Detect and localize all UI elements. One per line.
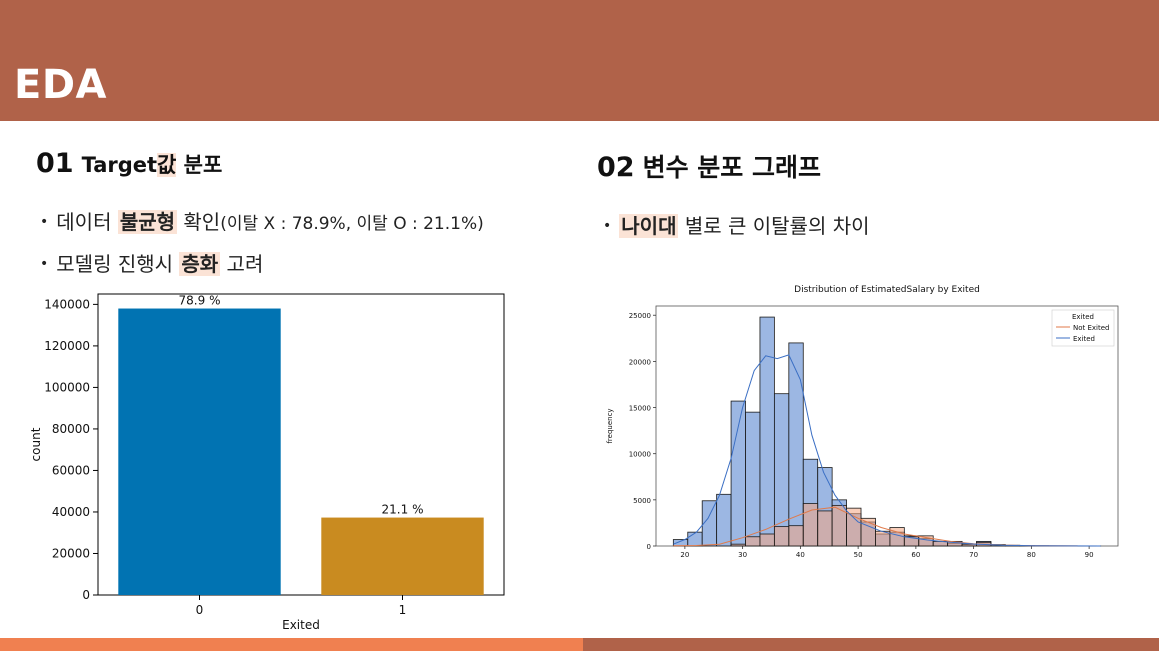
y-tick-label: 60000: [52, 463, 90, 477]
right-heading-number: 02: [597, 152, 635, 183]
hist-bar-exited: [730, 400, 746, 547]
hist-bar-not-exited: [773, 526, 790, 547]
bullet-text-post: 고려: [220, 252, 264, 276]
x-tick-label: 40: [796, 551, 805, 559]
y-tick-label: 0: [647, 543, 651, 551]
legend-box: [1051, 309, 1115, 347]
hist-bar-not-exited: [788, 525, 804, 547]
data-label: 78.9 %: [179, 294, 221, 308]
bullet-stratify: • 모델링 진행시 층화 고려: [40, 248, 263, 277]
y-axis-label: frequency: [606, 408, 614, 443]
hist-bar-not-exited: [759, 533, 775, 547]
legend-title: Exited: [1072, 313, 1094, 321]
left-heading-target: Target: [81, 153, 158, 177]
bullet-paren: (이탈 X : 78.9%, 이탈 O : 21.1%): [220, 214, 484, 234]
hist-bar-exited: [716, 493, 732, 547]
hist-bar-exited: [788, 342, 804, 547]
hist-bar-not-exited: [745, 536, 761, 547]
bullet-dot-icon: •: [40, 214, 49, 230]
y-tick-label: 100000: [44, 380, 90, 394]
footer-band-right: [583, 638, 1159, 651]
x-tick-label: 90: [1085, 551, 1094, 559]
x-tick-label: 1: [399, 603, 407, 617]
y-tick-label: 20000: [629, 358, 651, 366]
header-band: [0, 0, 1159, 121]
x-tick-label: 80: [1027, 551, 1036, 559]
bullet-highlight: 불균형: [117, 210, 178, 234]
x-tick-label: 70: [969, 551, 978, 559]
slide-title: EDA: [14, 62, 107, 108]
left-heading-highlight: 값: [157, 153, 177, 177]
y-tick-label: 5000: [633, 497, 651, 505]
bullet-imbalance: • 데이터 불균형 확인(이탈 X : 78.9%, 이탈 O : 21.1%): [40, 206, 484, 235]
legend-label: Exited: [1073, 335, 1095, 343]
bullet-text-pre: 모델링 진행시: [56, 252, 180, 276]
x-tick-label: 20: [680, 551, 689, 559]
bullet-highlight: 층화: [179, 252, 221, 276]
y-tick-label: 20000: [52, 546, 90, 560]
hist-bar-exited: [759, 316, 775, 547]
bar-1: [321, 517, 484, 595]
left-heading-rest: 분포: [176, 153, 223, 177]
bullet-dot-icon: •: [40, 256, 49, 272]
y-axis-label: count: [29, 427, 43, 461]
y-tick-label: 140000: [44, 297, 90, 311]
legend-label: Not Exited: [1073, 324, 1110, 332]
y-tick-label: 120000: [44, 339, 90, 353]
y-tick-label: 25000: [629, 312, 651, 320]
bullet-text-pre: 데이터: [56, 210, 118, 234]
hist-bar-not-exited: [875, 530, 891, 547]
hist-bar-exited: [672, 539, 689, 547]
hist-bar-exited: [745, 411, 761, 547]
data-label: 21.1 %: [382, 503, 424, 517]
right-section-heading: 02 변수 분포 그래프: [597, 148, 821, 184]
x-tick-label: 60: [911, 551, 920, 559]
hist-bar-not-exited: [730, 543, 746, 547]
chart-title: Distribution of EstimatedSalary by Exite…: [794, 285, 980, 295]
x-tick-label: 30: [738, 551, 747, 559]
x-tick-label: 50: [854, 551, 863, 559]
hist-bar-not-exited: [817, 510, 833, 547]
bullet-text-post: 별로 큰 이탈률의 차이: [678, 214, 870, 238]
x-axis-label: Exited: [282, 618, 320, 632]
bullet-dot-icon: •: [603, 218, 612, 234]
left-heading-number: 01: [36, 148, 74, 179]
bar-0: [118, 308, 281, 595]
bullet-age-group: • 나이대 별로 큰 이탈률의 차이: [603, 210, 870, 239]
age-histogram-chart: Distribution of EstimatedSalary by Exite…: [606, 285, 1119, 559]
y-tick-label: 10000: [629, 451, 651, 459]
bullet-text-post: 확인: [177, 210, 221, 234]
left-section-heading: 01 Target값 분포: [36, 148, 222, 179]
y-tick-label: 40000: [52, 505, 90, 519]
x-tick-label: 0: [196, 603, 204, 617]
kde-line-exited: [673, 354, 1101, 547]
bullet-highlight: 나이대: [619, 214, 679, 238]
hist-bar-exited: [773, 393, 790, 547]
hist-bar-exited: [687, 531, 703, 547]
count-bar-chart: 0 20000 40000 60000 80000 100000 120000 140000 7…: [29, 293, 505, 632]
right-heading-text: 변수 분포 그래프: [642, 153, 821, 182]
y-tick-label: 15000: [629, 405, 651, 413]
footer-band-left: [0, 638, 583, 651]
y-tick-label: 80000: [52, 422, 90, 436]
y-tick-label: 0: [82, 588, 90, 602]
